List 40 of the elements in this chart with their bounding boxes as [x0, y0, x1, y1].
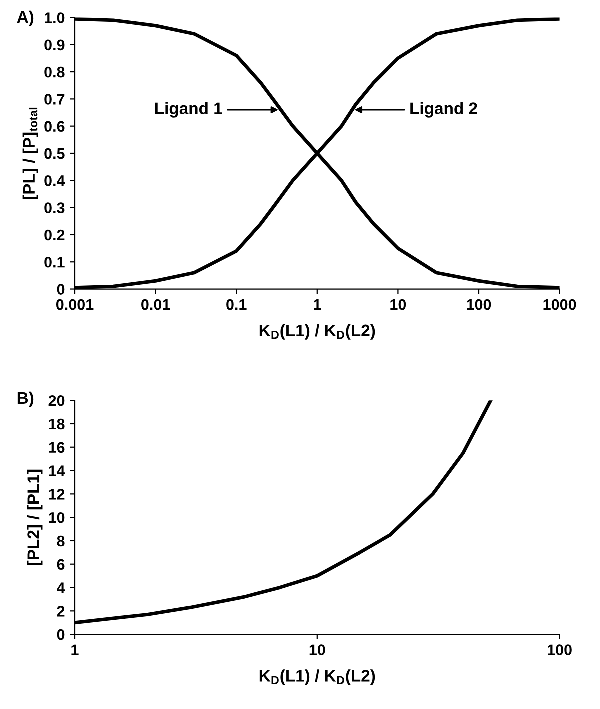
x-axis-title: K$_{D}$(L1) / K$_{D}$(L2) — [260, 324, 376, 340]
y-tick-label: 1.0 — [45, 12, 65, 24]
x-tick-label: 0.001 — [56, 299, 94, 310]
x-tick-label: 100 — [548, 644, 572, 656]
chart-title: A) — [17, 10, 34, 26]
y-axis-title: [PL] / [P]$_{total}$ — [22, 108, 38, 200]
y-tick-label: 0.5 — [44, 148, 65, 160]
y-tick-label: 6 — [57, 559, 65, 570]
x-tick-label: 0.1 — [226, 299, 247, 310]
x-tick-label: 1 — [72, 644, 79, 656]
y-tick-label: 4 — [57, 582, 66, 594]
y-tick-label: 0.4 — [44, 176, 66, 186]
y-tick-label: 12 — [49, 489, 65, 500]
x-tick-label: 10 — [310, 644, 326, 656]
y-tick-label: 2 — [57, 606, 65, 617]
y-tick-label: 0.8 — [44, 66, 65, 78]
annotation: Ligand 2 — [410, 102, 478, 118]
x-axis-title: K$_{D}$(L1) / K$_{D}$(L2) — [260, 670, 376, 686]
y-tick-label: 20 — [48, 395, 65, 406]
chart-title: B) — [18, 392, 34, 408]
y-tick-label: 10 — [49, 512, 65, 524]
y-axis-title: [PL2] / [PL1] — [27, 470, 43, 566]
y-tick-label: 0.2 — [44, 230, 65, 241]
y-tick-label: 0.3 — [44, 202, 65, 214]
x-tick-label: 1000 — [544, 299, 576, 310]
y-tick-label: 14 — [49, 466, 66, 476]
y-tick-label: 0.6 — [44, 121, 65, 132]
y-tick-label: 8 — [57, 536, 65, 547]
y-tick-label: 0.1 — [44, 256, 65, 268]
y-tick-label: 0 — [57, 629, 65, 640]
x-tick-label: 0.01 — [142, 299, 170, 310]
annotation: Ligand 1 — [155, 102, 222, 118]
y-tick-label: 0.9 — [44, 40, 65, 51]
x-tick-label: 1 — [314, 300, 322, 310]
y-tick-label: 0 — [57, 284, 65, 295]
y-tick-label: 16 — [49, 442, 65, 454]
x-tick-label: 10 — [390, 299, 406, 310]
x-tick-label: 100 — [467, 299, 492, 310]
y-tick-label: 18 — [49, 418, 65, 430]
y-tick-label: 0.7 — [44, 94, 65, 105]
